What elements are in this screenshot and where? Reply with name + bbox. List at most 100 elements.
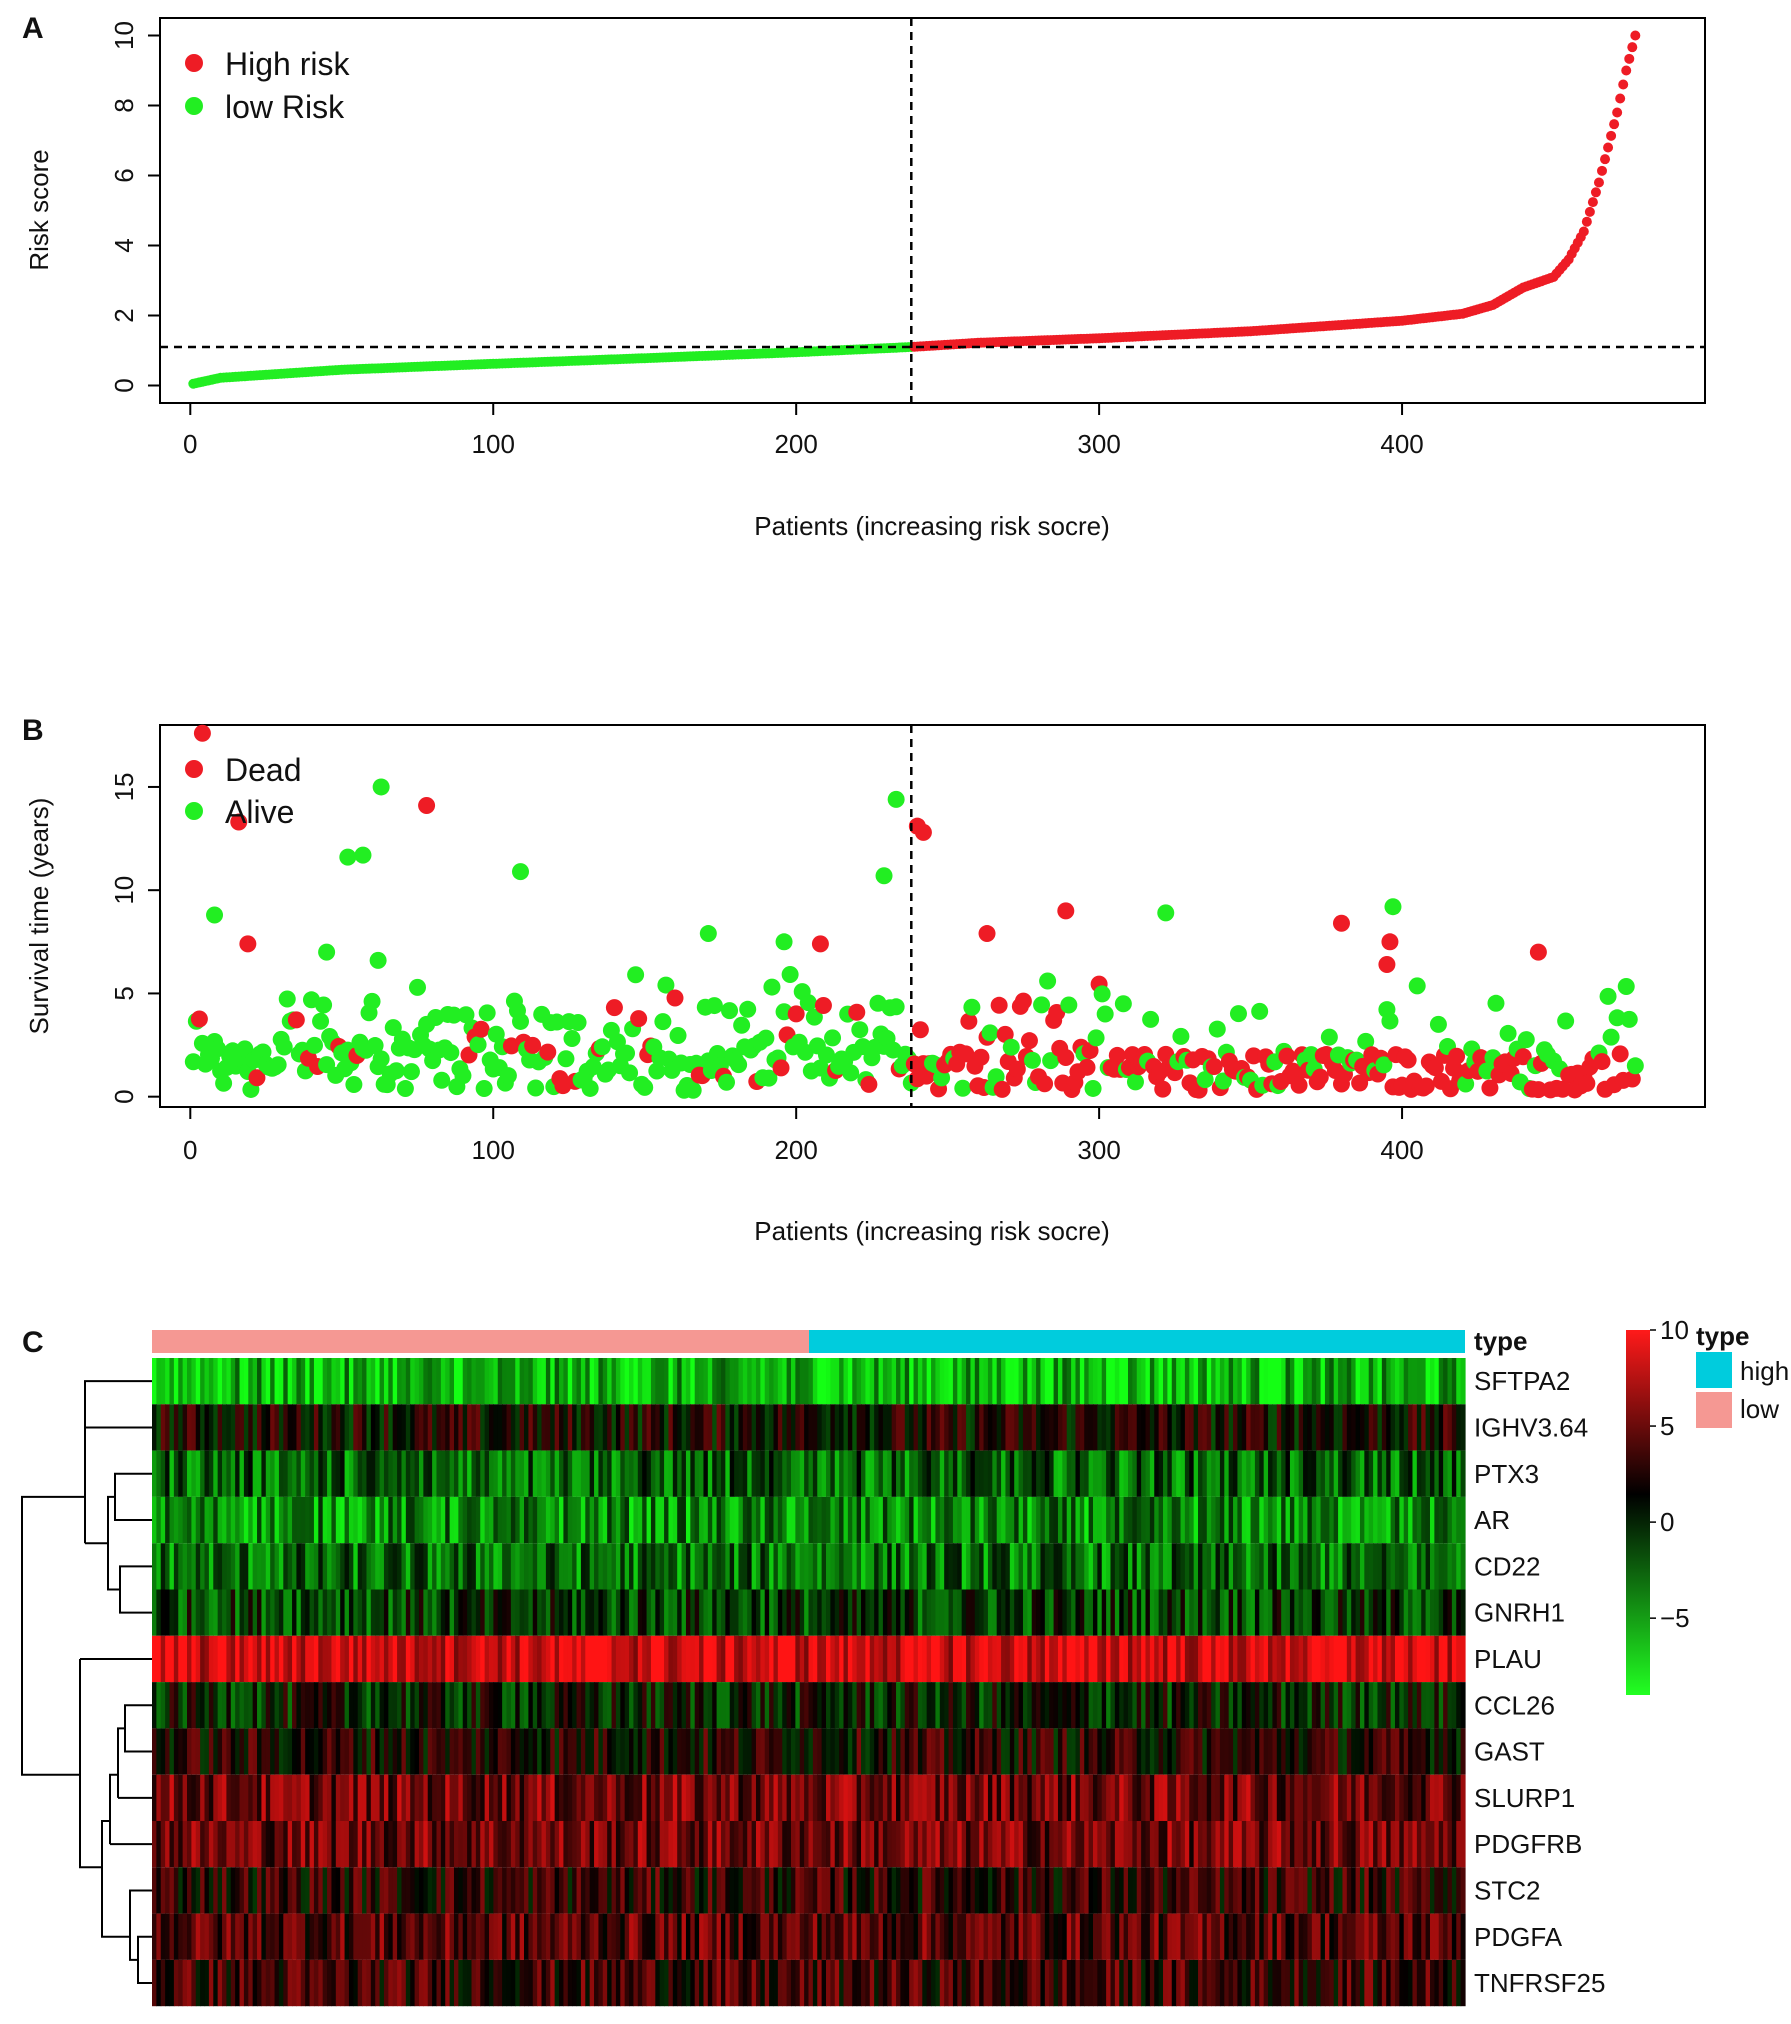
heatmap-cell (966, 1867, 972, 1914)
heatmap-cell (1268, 1496, 1274, 1544)
heatmap-cell (987, 1913, 993, 1960)
heatmap-cell (1018, 1635, 1024, 1683)
heatmap-cell (703, 1635, 709, 1683)
heatmap-cell (1250, 1821, 1256, 1868)
heatmap-cell (729, 1635, 735, 1683)
heatmap-cell (677, 1867, 683, 1914)
heatmap-cell (173, 1774, 179, 1821)
heatmap-cell (204, 1358, 210, 1405)
heatmap-cell (1386, 1358, 1392, 1405)
heatmap-cell (996, 1821, 1002, 1868)
heatmap-cell (222, 1404, 228, 1451)
heatmap-cell (1022, 1496, 1028, 1544)
heatmap-cell (1259, 1728, 1265, 1775)
heatmap-cell (165, 1450, 171, 1497)
heatmap-cell (449, 1821, 455, 1868)
heatmap-cell (1381, 1543, 1387, 1590)
survival-point (1093, 985, 1111, 1003)
heatmap-cell (917, 1635, 923, 1683)
heatmap-cell (178, 1496, 184, 1544)
heatmap-cell (1429, 1774, 1435, 1821)
heatmap-cell (1412, 1821, 1418, 1868)
heatmap-cell (191, 1358, 197, 1405)
heatmap-cell (620, 1543, 626, 1590)
heatmap-cell (1351, 1404, 1357, 1451)
heatmap-cell (1259, 1404, 1265, 1451)
heatmap-cell (191, 1913, 197, 1960)
heatmap-cell (187, 1728, 192, 1775)
heatmap-cell (1425, 1404, 1431, 1451)
heatmap-cell (790, 1913, 796, 1960)
heatmap-cell (861, 1913, 866, 1960)
heatmap-cell (1460, 1774, 1466, 1821)
heatmap-cell (1132, 1728, 1138, 1775)
heatmap-cell (1215, 1450, 1221, 1497)
heatmap-cell (305, 1728, 311, 1775)
heatmap-cell (1303, 1635, 1309, 1683)
heatmap-cell (672, 1543, 678, 1590)
risk-point (1609, 119, 1620, 130)
heatmap-cell (379, 1913, 385, 1960)
heatmap-cell (1359, 1450, 1365, 1497)
heatmap-cell (896, 1543, 902, 1590)
heatmap-cell (812, 1450, 818, 1497)
heatmap-cell (1373, 1496, 1379, 1544)
heatmap-cell (707, 1404, 713, 1451)
heatmap-cell (1149, 1635, 1155, 1683)
survival-point (972, 1048, 990, 1066)
heatmap-cell (1163, 1867, 1168, 1914)
heatmap-cell (1145, 1635, 1151, 1683)
heatmap-cell (1237, 1404, 1243, 1451)
heatmap-cell (497, 1913, 503, 1960)
heatmap-cell (257, 1450, 263, 1497)
heatmap-cell (576, 1913, 582, 1960)
heatmap-cell (1237, 1913, 1243, 1960)
heatmap-cell (812, 1589, 818, 1636)
heatmap-cell (1324, 1682, 1330, 1729)
heatmap-cell (751, 1496, 757, 1544)
heatmap-cell (677, 1728, 683, 1775)
heatmap-cell (528, 1821, 534, 1868)
heatmap-cell (738, 1682, 744, 1729)
heatmap-cell (869, 1404, 875, 1451)
heatmap-cell (1324, 1404, 1330, 1451)
heatmap-cell (515, 1404, 521, 1451)
heatmap-cell (1036, 1682, 1042, 1729)
heatmap-cell (720, 1682, 726, 1729)
heatmap-cell (773, 1682, 779, 1729)
heatmap-cell (344, 1358, 350, 1405)
heatmap-cell (931, 1728, 937, 1775)
heatmap-cell (598, 1774, 604, 1821)
a-y-tick-label: 10 (109, 21, 139, 50)
heatmap-cell (1438, 1635, 1444, 1683)
b-y-tick-label: 0 (109, 1089, 139, 1103)
heatmap-cell (243, 1821, 249, 1868)
heatmap-cell (340, 1496, 346, 1544)
heatmap-cell (414, 1867, 420, 1914)
heatmap-cell (782, 1913, 788, 1960)
heatmap-cell (541, 1404, 547, 1451)
survival-point (433, 1071, 451, 1089)
heatmap-cell (309, 1774, 315, 1821)
heatmap-cell (1114, 1728, 1120, 1775)
heatmap-cell (1460, 1358, 1466, 1405)
heatmap-cell (1460, 1821, 1466, 1868)
heatmap-cell (664, 1913, 670, 1960)
heatmap-cell (1158, 1867, 1164, 1914)
heatmap-cell (318, 1404, 324, 1451)
heatmap-cell (1447, 1728, 1453, 1775)
heatmap-cell (1036, 1543, 1042, 1590)
heatmap-cell (1053, 1358, 1059, 1405)
heatmap-cell (449, 1543, 455, 1590)
heatmap-cell (1189, 1450, 1195, 1497)
heatmap-cell (1298, 1682, 1304, 1729)
heatmap-cell (1246, 1774, 1252, 1821)
heatmap-cell (1202, 1821, 1208, 1868)
heatmap-cell (1246, 1867, 1252, 1914)
heatmap-cell (1092, 1358, 1098, 1405)
heatmap-cell (287, 1496, 293, 1544)
heatmap-cell (1254, 1543, 1260, 1590)
heatmap-cell (1079, 1450, 1085, 1497)
heatmap-cell (1141, 1867, 1147, 1914)
heatmap-cell (786, 1913, 792, 1960)
